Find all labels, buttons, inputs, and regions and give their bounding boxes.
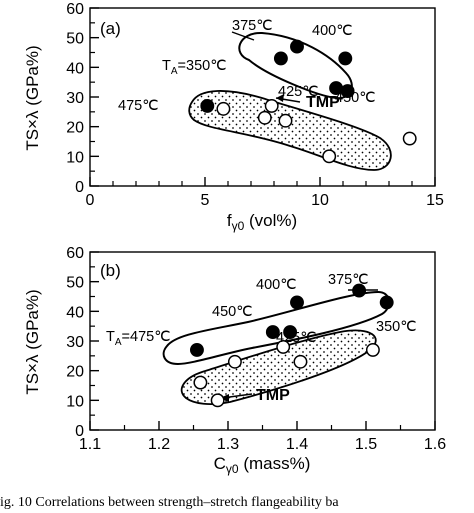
x-tick-label-a: 5 <box>201 192 210 209</box>
y-tick-label-b: 10 <box>66 393 84 410</box>
y-axis-label-b: TS×λ (GPa%) <box>23 289 42 394</box>
y-tick-label-a: 50 <box>66 31 84 48</box>
panel-label-a: (a) <box>100 19 121 38</box>
axis-ticks-a: 0 5 10 15 0 10 20 30 40 50 60 <box>66 1 444 209</box>
annotation-TA-main-b: T <box>106 329 115 345</box>
y-tick-label-b: 30 <box>66 334 84 351</box>
open-data-point-a <box>257 110 272 125</box>
annotation-TA-sub-a: A <box>171 66 178 77</box>
x-axis-label-sub-b: γ0 <box>226 462 239 476</box>
group-outline-tmp-b <box>180 329 377 405</box>
x-tick-label-a: 15 <box>426 192 444 209</box>
filled-data-point-a <box>290 39 304 54</box>
y-tick-label-a: 40 <box>66 60 84 77</box>
filled-data-point-b <box>265 325 280 340</box>
y-tick-label-a: 10 <box>66 149 84 166</box>
open-data-point-b <box>193 375 208 390</box>
annotation-TA-rest-b: =475℃ <box>122 329 171 345</box>
annotation-TA475C-b: TA=475℃ <box>106 329 170 348</box>
y-tick-label-b: 50 <box>66 275 84 292</box>
x-tick-label-b: 1.2 <box>148 436 170 453</box>
bracket-line-a <box>231 31 255 41</box>
open-data-point-a <box>264 98 279 113</box>
annotation-425C-b: 425℃ <box>276 330 316 346</box>
tmp-arrowhead-b <box>220 394 229 402</box>
tmp-arrowhead-a <box>276 94 284 102</box>
open-data-point-a <box>402 131 417 146</box>
y-tick-label-b: 0 <box>75 423 84 440</box>
annotation-400C-b: 400℃ <box>256 277 296 293</box>
filled-data-point-b <box>190 342 204 357</box>
annotation-400C-a: 400℃ <box>312 23 352 39</box>
x-axis-label-sub-a: γ0 <box>232 219 245 233</box>
filled-data-point-a <box>200 98 215 113</box>
x-axis-label-unit-a: (vol%) <box>244 211 297 230</box>
open-data-point-b <box>276 339 291 354</box>
open-data-point-a <box>322 149 337 164</box>
annotation-450C-a: 450℃ <box>335 90 375 106</box>
open-data-point-a <box>278 113 293 128</box>
x-tick-label-a: 0 <box>86 192 95 209</box>
filled-data-point-b <box>379 295 394 310</box>
y-tick-label-a: 20 <box>66 120 84 137</box>
annotation-375C-b: 375℃ <box>328 272 368 288</box>
y-axis-label-a: TS×λ (GPa%) <box>23 45 42 150</box>
filled-data-point-b <box>352 283 367 298</box>
y-tick-label-a: 60 <box>66 1 84 18</box>
x-tick-label-b: 1.1 <box>79 436 101 453</box>
x-tick-label-b: 1.6 <box>424 436 446 453</box>
filled-data-point-a <box>340 84 355 99</box>
y-tick-label-b: 60 <box>66 245 84 262</box>
annotation-TA-main-a: T <box>162 58 171 74</box>
x-tick-label-b: 1.4 <box>286 436 308 453</box>
group-outline-filled-b <box>162 290 390 366</box>
open-data-point-b <box>365 342 380 357</box>
filled-data-point-a <box>338 51 353 66</box>
group-outline-tmp-a <box>188 90 392 171</box>
x-axis-label-a: fγ0 (vol%) <box>227 211 297 233</box>
annotation-425C-a: 425℃ <box>278 84 318 100</box>
annotation-tmp-a: TMP <box>306 94 340 111</box>
x-axis-label-main-a: f <box>227 211 232 230</box>
annotation-475C-a: 475℃ <box>118 98 158 114</box>
panel-label-b: (b) <box>100 261 121 280</box>
y-tick-label-b: 40 <box>66 304 84 321</box>
open-data-point-b <box>227 354 242 369</box>
annotation-450C-b: 450℃ <box>212 304 252 320</box>
x-axis-label-main-b: C <box>214 454 226 473</box>
open-data-point-a <box>216 101 231 116</box>
filled-data-point-b <box>290 295 304 310</box>
panel-a: 0 5 10 15 0 10 20 30 40 50 60 (a) 375℃ 400℃ TA=350… <box>23 1 444 233</box>
group-outlines-a <box>188 31 392 171</box>
data-points-a <box>200 39 417 164</box>
panel-b: 1.1 1.2 1.3 1.4 1.5 1.6 0 10 20 30 40 50 60 (b) 400℃… <box>23 245 446 476</box>
axis-ticks-b: 1.1 1.2 1.3 1.4 1.5 1.6 0 10 20 30 40 50 60 <box>66 245 446 453</box>
data-points-b <box>190 283 394 408</box>
x-axis-label-b: Cγ0 (mass%) <box>214 454 311 476</box>
y-tick-label-b: 20 <box>66 364 84 381</box>
figure-caption: ig. 10 Correlations between strength–str… <box>0 495 339 510</box>
annotation-375C-a: 375℃ <box>232 18 272 34</box>
annotation-tmp-b: TMP <box>256 387 290 404</box>
y-tick-label-a: 30 <box>66 90 84 107</box>
open-data-point-b <box>210 393 225 408</box>
x-tick-label-b: 1.5 <box>355 436 377 453</box>
x-tick-label-b: 1.3 <box>217 436 239 453</box>
annotation-TA350C-a: TA=350℃ <box>162 58 226 77</box>
y-tick-label-a: 0 <box>75 179 84 196</box>
x-axis-label-unit-b: (mass%) <box>239 454 311 473</box>
filled-data-point-b <box>283 325 298 340</box>
filled-data-point-a <box>273 51 288 66</box>
x-tick-label-a: 10 <box>311 192 329 209</box>
annotation-TA-rest-a: =350℃ <box>178 58 227 74</box>
annotation-TA-sub-b: A <box>115 337 122 348</box>
open-data-point-b <box>293 354 308 369</box>
annotation-350C-b: 350℃ <box>376 319 416 335</box>
